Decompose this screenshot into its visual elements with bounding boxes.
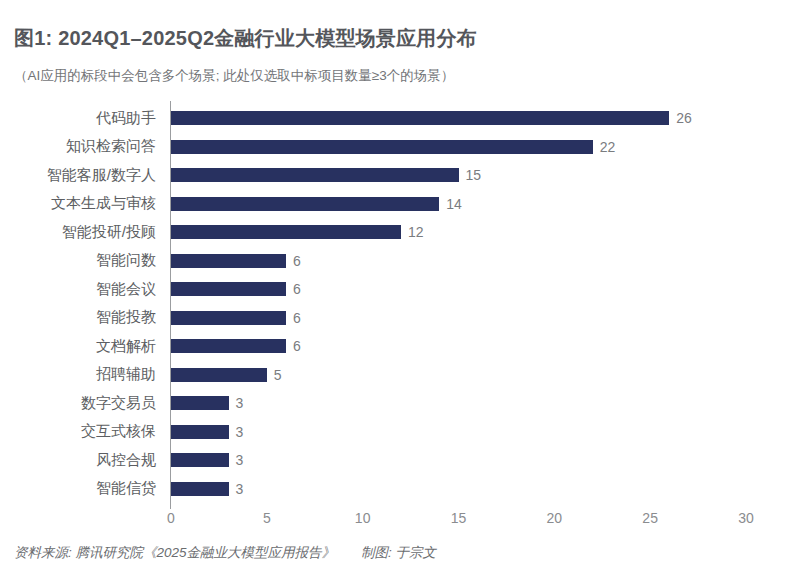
category-label: 代码助手 <box>14 109 163 128</box>
category-label: 智能问数 <box>14 251 163 270</box>
bar <box>171 311 286 325</box>
x-tick-label: 0 <box>167 510 175 526</box>
value-label: 22 <box>600 139 616 155</box>
x-tick-label: 30 <box>738 510 754 526</box>
category-label: 智能客服/数字人 <box>14 166 163 185</box>
bar <box>171 453 229 467</box>
chart-row: 智能投教 6 <box>14 304 782 333</box>
source-note: 资料来源: 腾讯研究院《2025金融业大模型应用报告》 <box>14 544 335 562</box>
credit-note: 制图: 于宗文 <box>361 544 436 562</box>
bar <box>171 111 669 125</box>
value-label: 12 <box>408 224 424 240</box>
chart-row: 招聘辅助 5 <box>14 361 782 390</box>
bar <box>171 368 267 382</box>
x-tick-label: 15 <box>451 510 467 526</box>
value-label: 14 <box>446 196 462 212</box>
chart-page: 图1: 2024Q1–2025Q2金融行业大模型场景应用分布 （AI应用的标段中… <box>0 0 796 567</box>
bar-track: 15 <box>171 168 746 182</box>
x-tick-label: 5 <box>263 510 271 526</box>
bar-track: 22 <box>171 140 746 154</box>
value-label: 3 <box>236 481 244 497</box>
bar-track: 3 <box>171 425 746 439</box>
bar <box>171 197 439 211</box>
value-label: 6 <box>293 281 301 297</box>
value-label: 6 <box>293 253 301 269</box>
bar <box>171 282 286 296</box>
bar <box>171 396 229 410</box>
bar-track: 6 <box>171 254 746 268</box>
chart-title: 图1: 2024Q1–2025Q2金融行业大模型场景应用分布 <box>14 26 782 50</box>
category-label: 知识检索问答 <box>14 137 163 156</box>
bar-track: 12 <box>171 225 746 239</box>
chart-footer: 资料来源: 腾讯研究院《2025金融业大模型应用报告》 制图: 于宗文 <box>14 544 782 562</box>
category-label: 智能会议 <box>14 280 163 299</box>
bar <box>171 140 593 154</box>
bar-track: 5 <box>171 368 746 382</box>
category-label: 招聘辅助 <box>14 365 163 384</box>
bar <box>171 168 459 182</box>
chart-row: 代码助手 26 <box>14 104 782 133</box>
bar-track: 26 <box>171 111 746 125</box>
value-label: 26 <box>676 110 692 126</box>
bar-track: 3 <box>171 482 746 496</box>
value-label: 6 <box>293 338 301 354</box>
chart-row: 智能信贷 3 <box>14 475 782 504</box>
category-label: 文本生成与审核 <box>14 194 163 213</box>
chart-row: 数字交易员 3 <box>14 389 782 418</box>
chart-row: 智能会议 6 <box>14 275 782 304</box>
bar <box>171 254 286 268</box>
chart-row: 智能问数 6 <box>14 247 782 276</box>
x-tick-label: 25 <box>642 510 658 526</box>
category-label: 文档解析 <box>14 337 163 356</box>
bar <box>171 482 229 496</box>
value-label: 6 <box>293 310 301 326</box>
chart-row: 智能投研/投顾 12 <box>14 218 782 247</box>
bar <box>171 339 286 353</box>
x-tick-label: 20 <box>547 510 563 526</box>
category-label: 智能投教 <box>14 308 163 327</box>
category-label: 数字交易员 <box>14 394 163 413</box>
value-label: 3 <box>236 395 244 411</box>
x-tick-label: 10 <box>355 510 371 526</box>
category-label: 智能信贷 <box>14 479 163 498</box>
category-label: 交互式核保 <box>14 422 163 441</box>
chart-row: 文本生成与审核 14 <box>14 190 782 219</box>
chart-row: 知识检索问答 22 <box>14 133 782 162</box>
value-label: 5 <box>274 367 282 383</box>
bar-track: 3 <box>171 396 746 410</box>
chart-subtitle: （AI应用的标段中会包含多个场景; 此处仅选取中标项目数量≥3个的场景） <box>14 68 782 84</box>
category-label: 智能投研/投顾 <box>14 223 163 242</box>
chart-rows: 代码助手 26 知识检索问答 22 智能客服/数字人 15 文本生成与审核 14 智能投研/投顾… <box>14 104 782 503</box>
value-label: 3 <box>236 452 244 468</box>
bar-track: 6 <box>171 282 746 296</box>
category-label: 风控合规 <box>14 451 163 470</box>
bar-track: 6 <box>171 311 746 325</box>
bar <box>171 225 401 239</box>
value-label: 3 <box>236 424 244 440</box>
y-axis-line <box>170 101 171 509</box>
chart-row: 智能客服/数字人 15 <box>14 161 782 190</box>
bar <box>171 425 229 439</box>
chart-row: 交互式核保 3 <box>14 418 782 447</box>
bar-track: 3 <box>171 453 746 467</box>
chart-row: 风控合规 3 <box>14 446 782 475</box>
chart-row: 文档解析 6 <box>14 332 782 361</box>
bar-track: 6 <box>171 339 746 353</box>
x-axis-ticks: 051015202530 <box>171 510 747 527</box>
value-label: 15 <box>466 167 482 183</box>
bar-track: 14 <box>171 197 746 211</box>
bar-chart: 代码助手 26 知识检索问答 22 智能客服/数字人 15 文本生成与审核 14 智能投研/投顾… <box>14 104 782 527</box>
